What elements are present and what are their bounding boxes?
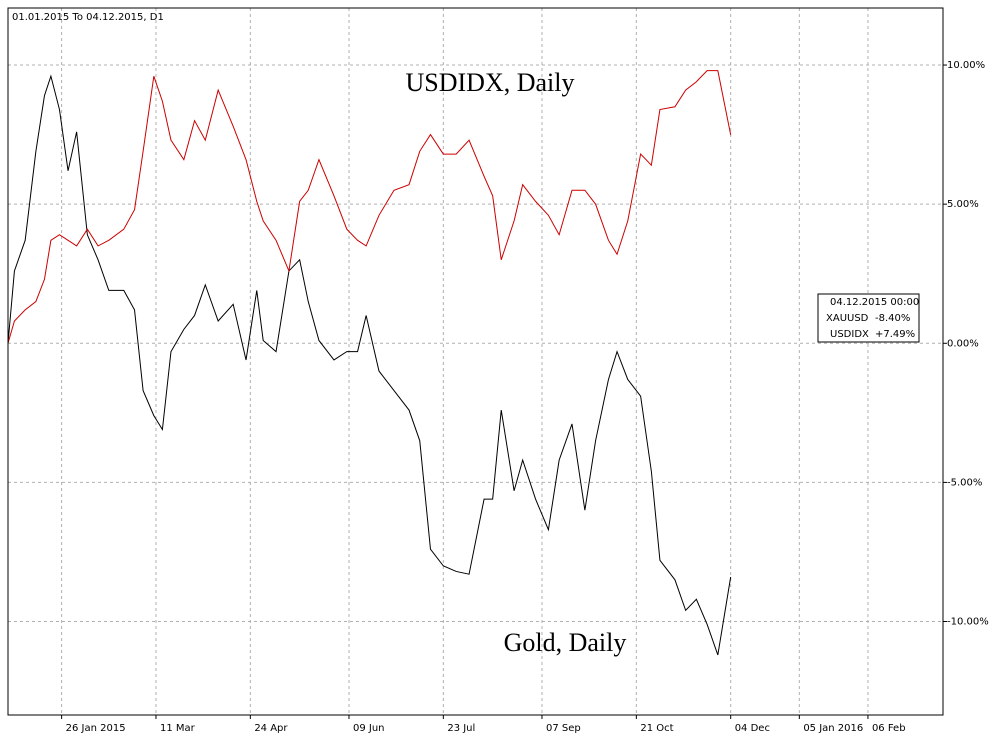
y-tick-label: 0.00%	[947, 338, 979, 349]
y-tick-label: -5.00%	[947, 477, 982, 488]
x-tick-label: 05 Jan 2016	[803, 723, 863, 734]
x-tick-label: 06 Feb	[872, 723, 906, 734]
info-name: XAUUSD	[826, 313, 869, 324]
grid	[8, 8, 943, 715]
x-tick-label: 24 Apr	[254, 723, 288, 734]
info-value: +7.49%	[875, 329, 915, 340]
y-tick-label: 5.00%	[947, 199, 979, 210]
annotation: Gold, Daily	[504, 628, 627, 657]
x-tick-label: 11 Mar	[160, 723, 196, 734]
chart-title: 01.01.2015 To 04.12.2015, D1	[12, 12, 164, 23]
y-tick-label: -10.00%	[947, 617, 989, 628]
info-value: -8.40%	[875, 313, 910, 324]
info-box-frame	[817, 293, 920, 343]
x-tick-label: 04 Dec	[735, 723, 770, 734]
series-line	[7, 70, 732, 344]
x-tick-label: 23 Jul	[447, 723, 475, 734]
info-name: USDIDX	[830, 329, 869, 340]
info-date: 04.12.2015 00:00	[830, 297, 919, 308]
x-tick-label: 21 Oct	[640, 723, 673, 734]
annotation: USDIDX, Daily	[406, 68, 575, 97]
x-tick-label: 07 Sep	[546, 723, 581, 734]
plot-frame	[7, 7, 944, 716]
x-tick-label: 26 Jan 2015	[66, 723, 126, 734]
series-line	[7, 74, 732, 656]
y-tick-label: 10.00%	[947, 60, 985, 71]
x-tick-label: 09 Jun	[353, 723, 385, 734]
info-box: 04.12.2015 00:00 XAUUSD -8.40% USDIDX +7…	[817, 293, 920, 343]
lines	[7, 70, 732, 656]
